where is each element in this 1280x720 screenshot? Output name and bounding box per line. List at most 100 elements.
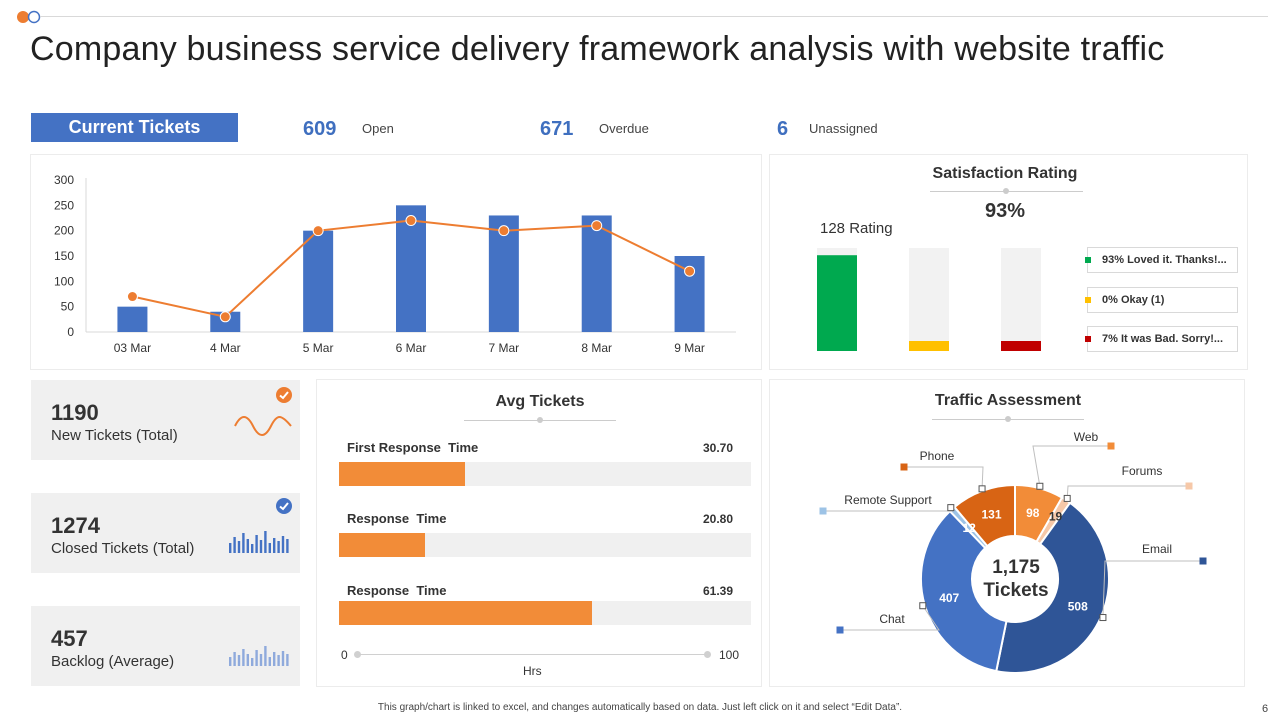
spark-bar xyxy=(233,652,236,666)
scale-min: 0 xyxy=(341,648,348,662)
callout-line xyxy=(904,466,984,489)
satisfaction-card: Satisfaction Rating 93% 128 Rating 93% L… xyxy=(769,154,1248,370)
bar xyxy=(117,306,148,332)
satisfaction-percent: 93% xyxy=(984,200,1026,222)
traffic-title: Traffic Assessment xyxy=(934,392,1082,409)
slice-category-label: Chat xyxy=(879,612,905,626)
tickets-chart-card: 0 50 100 150 200 250 300 03 Mar 4 Mar 5 Mar 6 Mar 7… xyxy=(30,154,762,370)
y-tick-label: 250 xyxy=(54,198,74,212)
legend-marker xyxy=(1085,336,1091,342)
spark-bar xyxy=(233,537,236,553)
x-tick-label: 03 Mar xyxy=(114,341,151,355)
callout-marker xyxy=(900,463,908,471)
rating-count: 128 Rating xyxy=(820,220,893,237)
avg-tickets-title: Avg Tickets xyxy=(495,393,585,410)
spark-bar xyxy=(246,539,249,553)
scale-unit: Hrs xyxy=(523,664,542,678)
legend-okay-text: 0% Okay (1) xyxy=(1102,294,1165,306)
unassigned-count: 6 xyxy=(777,118,789,140)
legend-marker xyxy=(1085,297,1091,303)
current-tickets-header: Current Tickets xyxy=(31,113,238,142)
satisfaction-title: Satisfaction Rating xyxy=(932,165,1078,182)
open-count: 609 xyxy=(303,118,337,140)
callout-line xyxy=(1066,485,1189,499)
wave-trend-icon xyxy=(234,416,292,436)
slice-value-label: 12 xyxy=(963,521,977,535)
traffic-donut-chart[interactable]: 131 98 19 508 407 12 Phone Web Forums Email Chat Re… xyxy=(770,380,1246,688)
avg-tickets-card: Avg Tickets First Response Time 30.70 Re… xyxy=(316,379,762,687)
line-point xyxy=(219,311,231,323)
spark-bar xyxy=(255,650,258,666)
page-number: 6 xyxy=(1262,703,1269,715)
overdue-count: 671 xyxy=(540,118,574,140)
bar-fill xyxy=(339,462,466,486)
callout-anchor xyxy=(1099,614,1107,622)
line-point xyxy=(126,291,138,303)
slice-category-label: Email xyxy=(1142,542,1172,556)
bar xyxy=(1001,341,1041,351)
y-tick-label: 150 xyxy=(54,249,74,263)
bar-label: First Response Time xyxy=(347,440,479,455)
open-label: Open xyxy=(362,121,394,136)
satisfaction-bars xyxy=(817,248,1041,351)
line-point xyxy=(498,225,510,237)
callout-anchor xyxy=(1036,482,1044,490)
spark-bar xyxy=(286,654,289,666)
kpi-value: 457 xyxy=(51,626,88,651)
traffic-card: Traffic Assessment 131 98 19 508 407 12 Phone W… xyxy=(769,379,1245,687)
bar-label: Response Time xyxy=(347,511,447,526)
line-point xyxy=(684,265,696,277)
legend-okay: 0% Okay (1) xyxy=(1085,287,1238,313)
spark-bar xyxy=(237,655,241,666)
scale-max: 100 xyxy=(719,648,740,662)
legend-bad-text: 7% It was Bad. Sorry!... xyxy=(1102,333,1224,345)
spark-bar xyxy=(229,657,232,666)
spark-bar xyxy=(242,533,245,553)
logo-icon xyxy=(17,10,41,24)
footer-note: This graph/chart is linked to excel, and… xyxy=(377,702,903,713)
y-tick-label: 50 xyxy=(61,300,75,314)
legend-marker xyxy=(1085,257,1091,263)
callout-anchor xyxy=(919,602,927,610)
bar-track xyxy=(1001,248,1041,351)
slice-value-label: 508 xyxy=(1068,599,1088,613)
spark-bar xyxy=(255,535,258,553)
spark-bar xyxy=(281,536,285,553)
spark-bar xyxy=(237,541,241,553)
bar xyxy=(909,341,949,351)
kpi-closed-tickets: 1274 Closed Tickets (Total) xyxy=(31,493,300,573)
spark-bar xyxy=(286,539,289,553)
bar-track xyxy=(339,533,751,557)
slice-category-label: Remote Support xyxy=(844,493,932,507)
bar-track xyxy=(909,248,949,351)
callout-marker xyxy=(1107,442,1115,450)
scale-handle-min xyxy=(354,651,361,658)
kpi-value: 1190 xyxy=(51,400,99,425)
overdue-label: Overdue xyxy=(599,121,649,136)
bar-value: 61.39 xyxy=(702,584,733,598)
x-tick-label: 8 Mar xyxy=(581,341,612,355)
line-point xyxy=(591,220,603,232)
tickets-combo-chart[interactable]: 0 50 100 150 200 250 300 03 Mar 4 Mar 5 Mar 6 Mar 7… xyxy=(31,155,763,371)
donut-hole xyxy=(972,536,1058,622)
callout-line xyxy=(823,507,954,512)
slice-category-label: Forums xyxy=(1122,464,1163,478)
callout-line xyxy=(1032,445,1111,487)
x-tick-label: 4 Mar xyxy=(210,341,241,355)
spark-bar xyxy=(259,540,263,553)
callout-anchor xyxy=(978,485,986,493)
bar xyxy=(396,205,426,332)
kpi-label: New Tickets (Total) xyxy=(51,427,178,444)
spark-bar xyxy=(268,657,271,666)
kpi-label: Backlog (Average) xyxy=(51,653,175,670)
kpi-label: Closed Tickets (Total) xyxy=(51,540,195,557)
x-tick-label: 5 Mar xyxy=(303,341,334,355)
kpi-new-tickets: 1190 New Tickets (Total) xyxy=(31,380,300,460)
spark-bar xyxy=(277,541,280,553)
y-tick-label: 0 xyxy=(67,325,74,339)
slice-category-label: Phone xyxy=(920,449,955,463)
callout-marker xyxy=(819,507,827,515)
callout-anchor xyxy=(947,504,955,512)
slice-value-label: 407 xyxy=(939,591,959,605)
unassigned-label: Unassigned xyxy=(809,121,878,136)
